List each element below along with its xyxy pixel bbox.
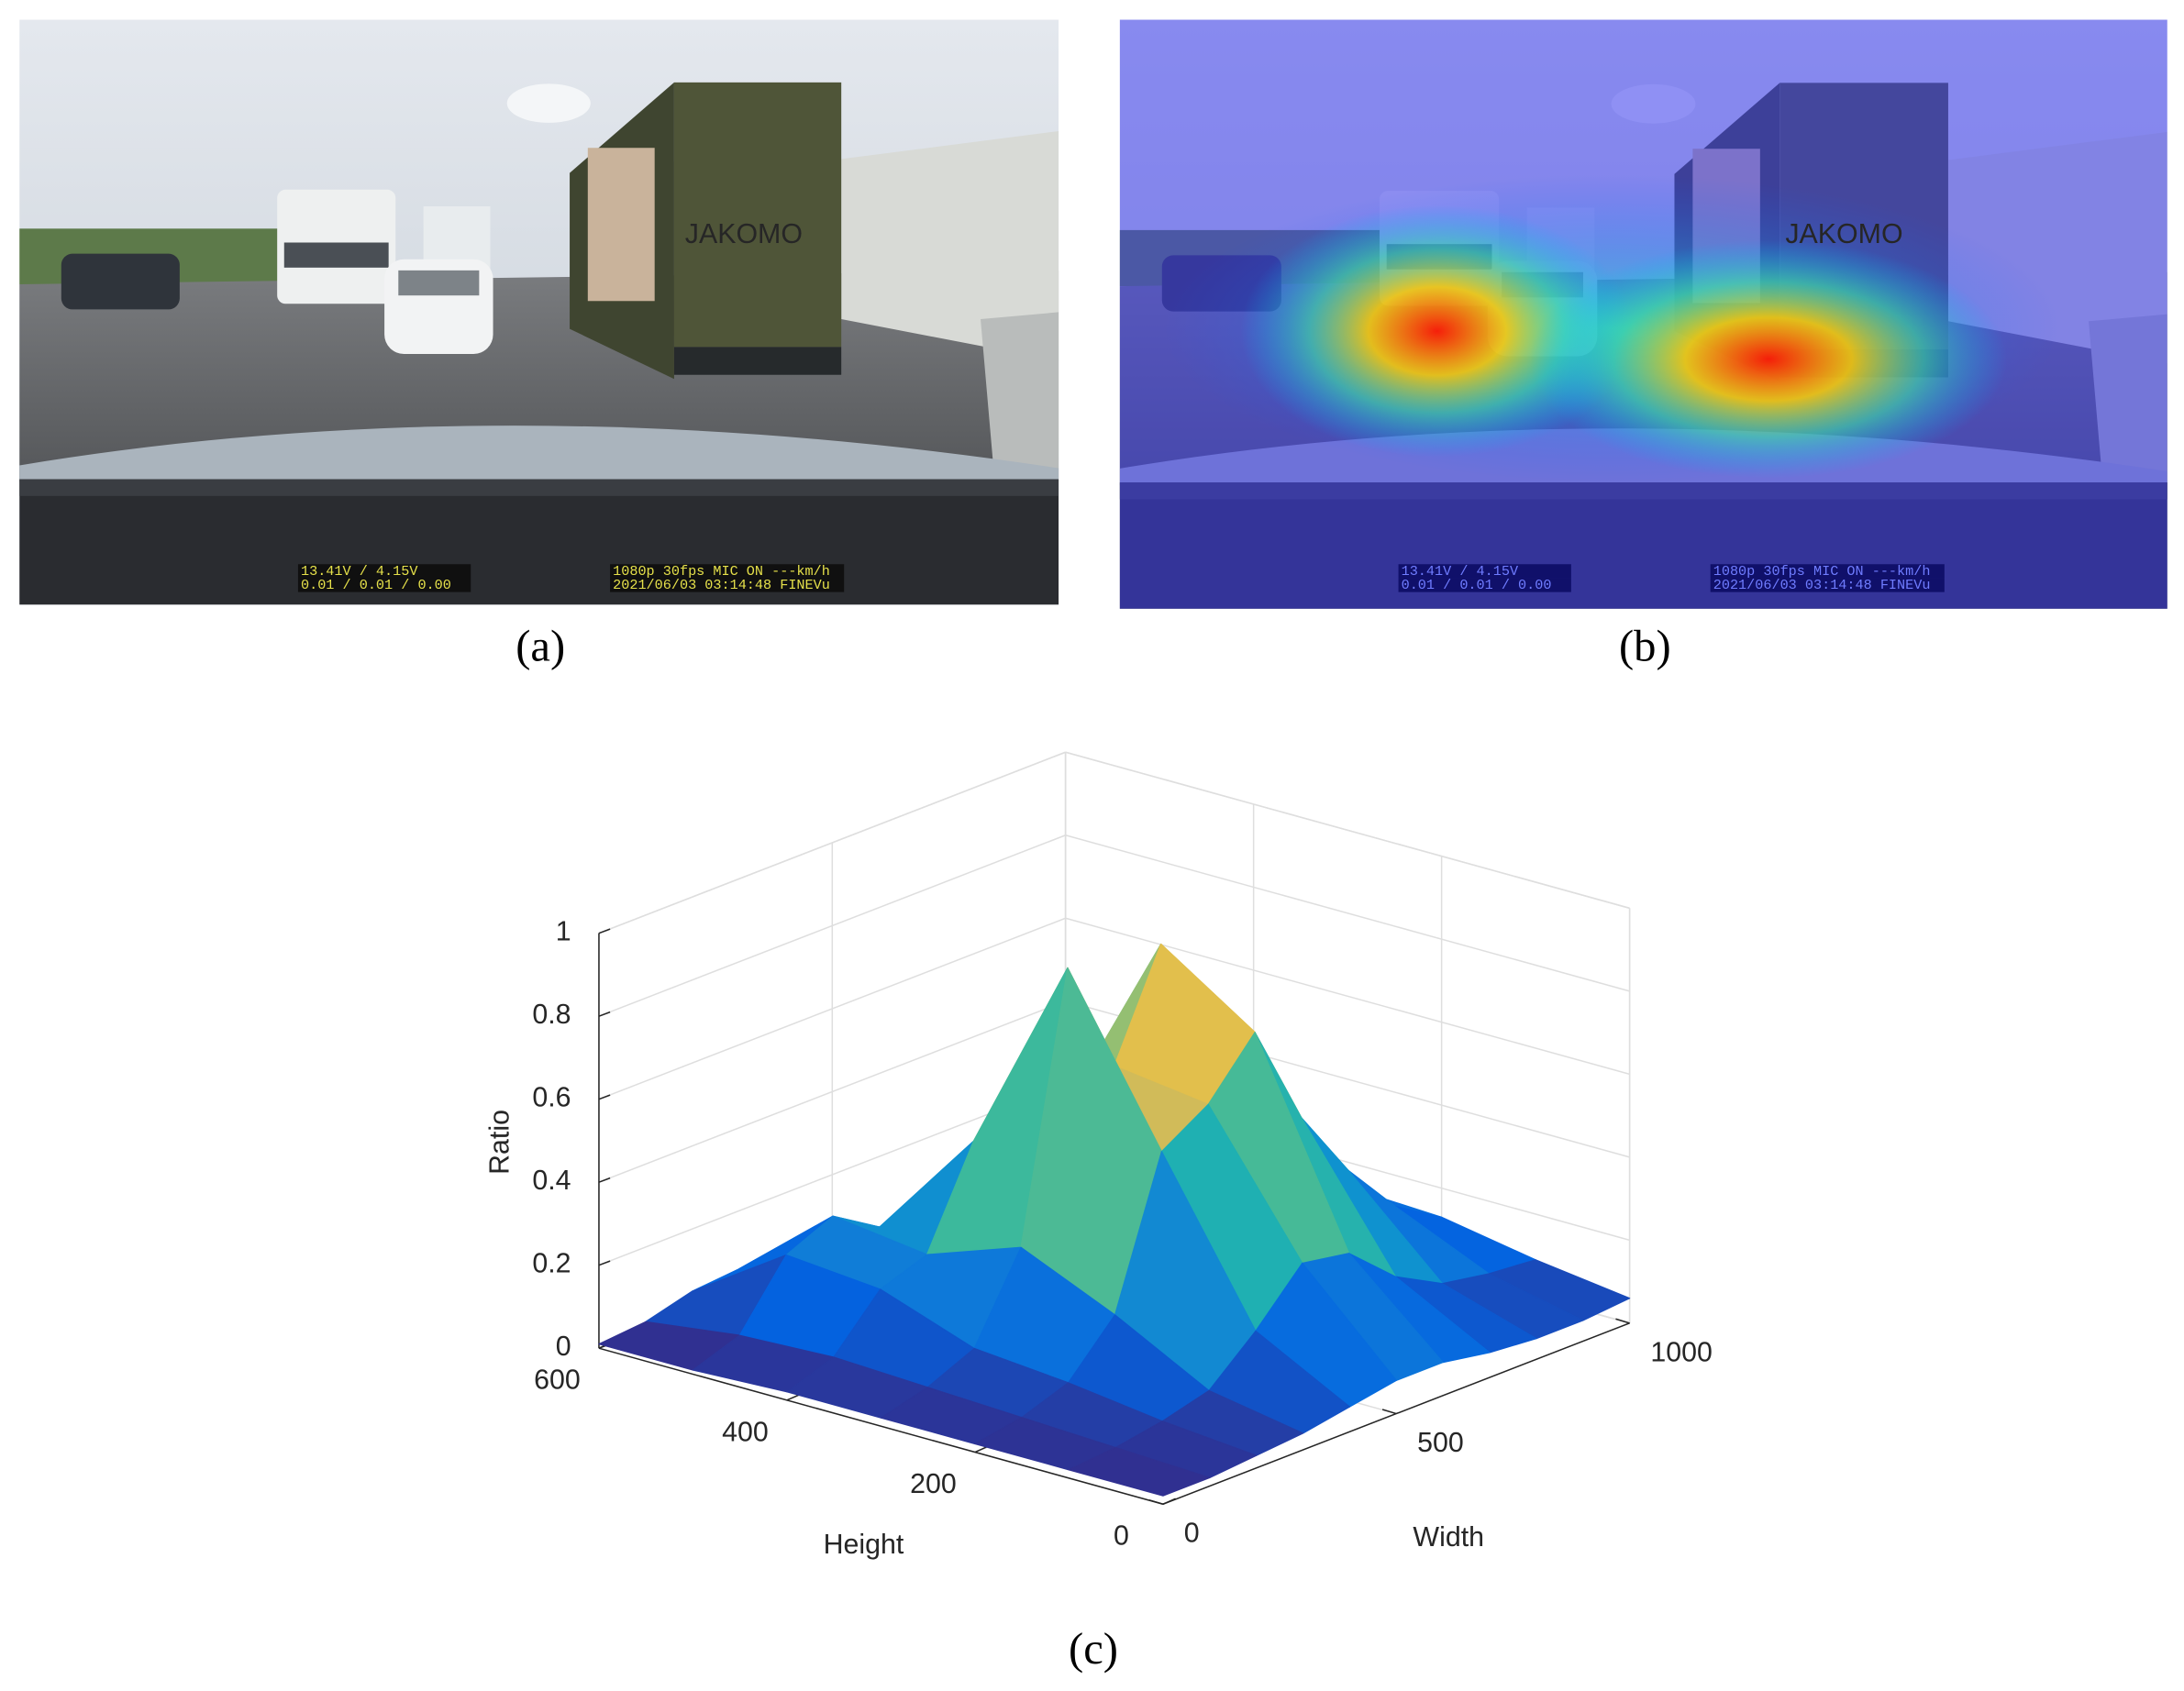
osd-background xyxy=(1398,578,1571,592)
x-axis-label: Width xyxy=(1413,1522,1484,1553)
osd-text: 2021/06/03 03:14:48 FINEVu xyxy=(1713,577,1931,593)
photo-b xyxy=(1119,19,2167,609)
photo-a xyxy=(19,19,1059,605)
grid-line xyxy=(1065,751,1630,910)
attention-peak xyxy=(1240,204,1635,458)
grid-line xyxy=(1065,834,1630,992)
y-tick-label: 200 xyxy=(910,1469,957,1499)
osd-background xyxy=(297,578,471,592)
osd-text: 1080p 30fps MIC ON ---km/h xyxy=(613,563,830,580)
tick-mark xyxy=(598,1260,611,1266)
tick-mark xyxy=(1148,1498,1164,1505)
osd-background xyxy=(297,564,471,579)
osd-background xyxy=(1398,564,1571,579)
z-tick-label: 0.2 xyxy=(532,1249,571,1279)
osd-text: 1080p 30fps MIC ON ---km/h xyxy=(1713,563,1931,580)
y-tick-label: 400 xyxy=(722,1417,769,1447)
axis-line xyxy=(598,1347,1164,1505)
surface-patch xyxy=(1068,1446,1211,1497)
y-tick-label: 0 xyxy=(1114,1521,1129,1552)
z-tick-label: 1 xyxy=(556,917,571,947)
osd-text: 2021/06/03 03:14:48 FINEVu xyxy=(613,577,830,593)
panel-caption: (c) xyxy=(1069,1624,1118,1674)
tick-mark xyxy=(598,1011,611,1017)
osd-background xyxy=(610,578,845,592)
tick-mark xyxy=(1381,1409,1397,1415)
z-tick-label: 0.4 xyxy=(532,1166,571,1196)
osd-background xyxy=(610,564,845,579)
truck-text: JAKOMO xyxy=(685,219,803,249)
attention-peak xyxy=(1529,239,2008,479)
osd-background xyxy=(1710,564,1945,579)
truck-text: JAKOMO xyxy=(1785,219,1902,249)
osd-text: 13.41V / 4.15V xyxy=(301,563,418,580)
tick-mark xyxy=(786,1394,800,1401)
z-tick-label: 0.8 xyxy=(532,1000,571,1030)
osd-background xyxy=(1710,578,1945,592)
tick-mark xyxy=(598,928,611,934)
osd-text: 0.01 / 0.01 / 0.00 xyxy=(1402,577,1552,593)
osd-text: 13.41V / 4.15V xyxy=(1402,563,1519,580)
z-axis-label: Ratio xyxy=(485,1110,516,1175)
panel-caption: (a) xyxy=(516,622,565,671)
z-tick-label: 0.6 xyxy=(532,1083,571,1113)
tick-mark xyxy=(598,1177,611,1183)
tick-mark xyxy=(598,1094,611,1100)
surface-plot: 00.20.40.60.81020040060005001000RatioHei… xyxy=(485,751,1713,1674)
panel-caption: (b) xyxy=(1619,622,1671,671)
tick-mark xyxy=(1162,1498,1176,1505)
x-tick-label: 1000 xyxy=(1650,1337,1713,1367)
x-tick-label: 0 xyxy=(1184,1519,1200,1549)
y-tick-label: 600 xyxy=(534,1365,581,1396)
tick-mark xyxy=(974,1445,988,1453)
z-tick-label: 0 xyxy=(556,1332,571,1362)
tick-mark xyxy=(1615,1318,1630,1324)
y-axis-label: Height xyxy=(824,1530,904,1560)
x-tick-label: 500 xyxy=(1417,1428,1464,1458)
grid-line xyxy=(1065,917,1630,1076)
scene xyxy=(19,19,1059,605)
osd-text: 0.01 / 0.01 / 0.00 xyxy=(301,577,451,593)
